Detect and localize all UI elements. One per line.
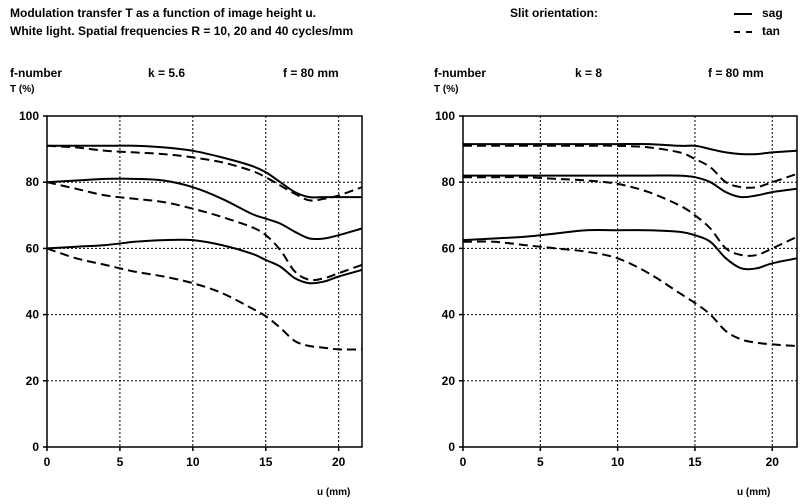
y-tick-label: 20 [26,374,40,388]
x-tick-label: 15 [688,455,702,469]
panel2-series-sag-4 [462,228,798,271]
y-tick-label: 20 [442,374,456,388]
y-tick-label: 80 [26,175,40,189]
x-tick-label: 20 [332,455,346,469]
panel2-f-label: f = 80 mm [708,66,764,80]
x-tick-label: 5 [537,455,544,469]
x-tick-label: 10 [611,455,625,469]
legend-swatch-dashed [734,31,752,33]
panel1-k-label: k = 5.6 [148,66,186,80]
y-tick-label: 100 [435,109,455,123]
panel1-series-tan-3 [46,181,363,282]
legend-swatch-solid [734,13,752,15]
y-tick-label: 60 [442,241,456,255]
x-tick-label: 10 [186,455,200,469]
panel1-fnumber-label: f-number [10,66,62,80]
x-tick-label: 15 [259,455,273,469]
chart-title-line-2: White light. Spatial frequencies R = 10,… [10,24,354,38]
panel1-plot: 0 20 40 60 80 100 0 5 10 15 20 [19,109,363,469]
panel2-frame [462,115,798,448]
x-tick-label: 0 [44,455,51,469]
chart-title-line-1: Modulation transfer T as a function of i… [10,6,317,20]
panel1-frame [46,115,363,448]
panel2-series-tan-3 [463,176,798,257]
y-tick-label: 40 [26,308,40,322]
panel2-xlabel: u (mm) [737,487,771,498]
panel1-series-sag-4 [46,238,363,285]
panel2-ylabel: T (%) [434,84,459,95]
panel2-series-tan-5 [462,240,798,347]
panel1-series-tan-5 [46,247,363,351]
panel1-series-sag-0 [46,144,362,199]
x-tick-label: 20 [766,455,780,469]
legend-label-tan: tan [762,24,780,38]
panel2-k-label: k = 8 [575,66,603,80]
y-tick-label: 0 [32,440,39,454]
x-tick-label: 0 [460,455,467,469]
y-tick-label: 80 [442,175,456,189]
panel1-xlabel: u (mm) [317,487,351,498]
legend-label-sag: sag [762,6,783,20]
panel2-series-sag-0 [463,143,798,156]
panel1-f-label: f = 80 mm [283,66,339,80]
y-tick-label: 0 [448,440,455,454]
slit-orientation-label: Slit orientation: [510,6,598,20]
panel1-series-sag-2 [46,177,363,241]
y-tick-label: 100 [19,109,39,123]
panel2-fnumber-label: f-number [434,66,486,80]
panel2-series-sag-2 [463,174,798,199]
panel1-series-tan-1 [46,144,363,202]
x-tick-label: 5 [117,455,124,469]
panel1-ylabel: T (%) [10,84,35,95]
panel2-series-tan-1 [462,144,798,189]
y-tick-label: 60 [26,241,40,255]
y-tick-label: 40 [442,308,456,322]
panel2-plot: 0 20 40 60 80 100 0 5 10 15 20 [435,109,798,469]
